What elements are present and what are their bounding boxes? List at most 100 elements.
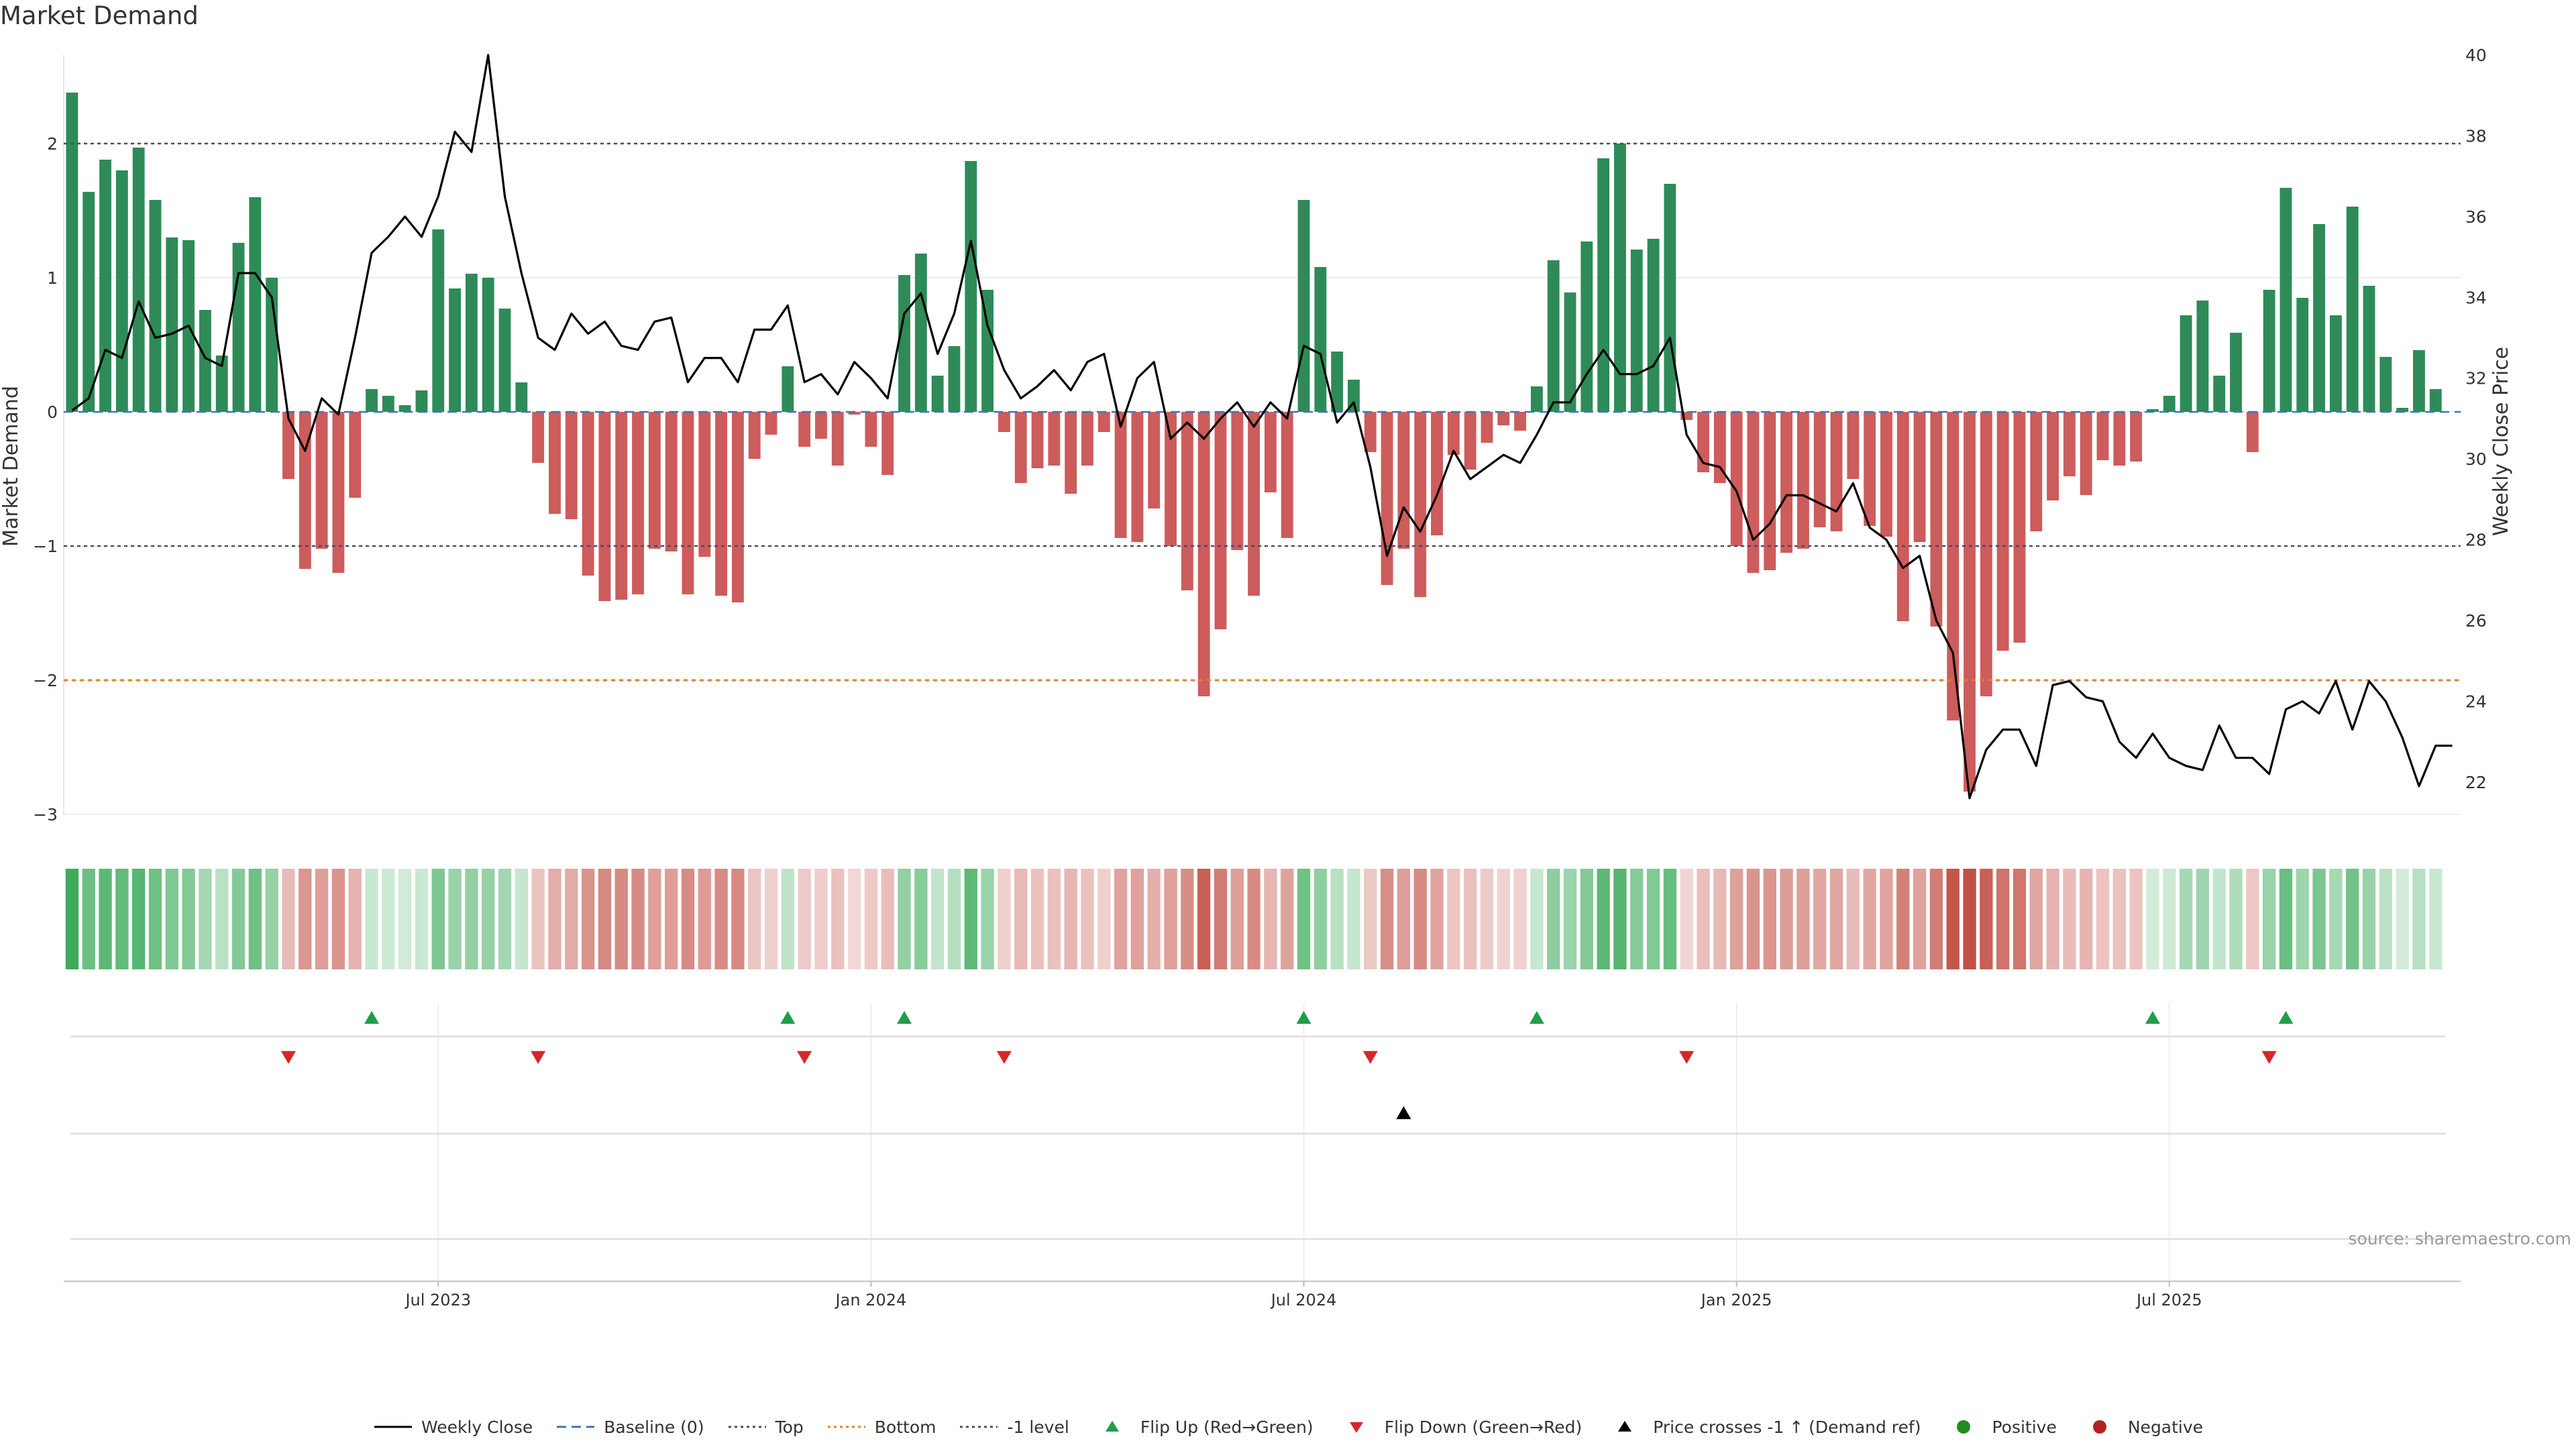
demand-bar xyxy=(1996,412,2009,651)
heat-cell xyxy=(2379,869,2393,969)
demand-bar xyxy=(998,412,1010,432)
demand-bar xyxy=(765,412,777,435)
y2-tick-label: 26 xyxy=(2465,611,2487,631)
heat-cell xyxy=(1646,869,1660,969)
heat-cell xyxy=(99,869,112,969)
heat-cell xyxy=(498,869,512,969)
weekly-close-line xyxy=(71,54,2453,800)
dot-neg-swatch xyxy=(2092,1420,2106,1434)
heat-cell xyxy=(2080,869,2093,969)
demand-bar xyxy=(1264,412,1277,492)
heat-cell xyxy=(2312,869,2326,969)
demand-bar xyxy=(1114,412,1127,538)
y2-tick-label: 36 xyxy=(2465,207,2487,227)
heat-cell xyxy=(1297,869,1311,969)
heat-cell xyxy=(964,869,977,969)
demand-bar xyxy=(1314,267,1327,412)
heat-cell xyxy=(565,869,578,969)
heat-cell xyxy=(215,869,229,969)
heat-cell xyxy=(2046,869,2059,969)
heat-cell xyxy=(1463,869,1477,969)
demand-bar xyxy=(2363,286,2375,412)
heat-cell xyxy=(1697,869,1710,969)
heat-cell xyxy=(1313,869,1328,969)
y-tick-label: −2 xyxy=(33,671,58,690)
heat-cell xyxy=(265,869,278,969)
heat-cell xyxy=(1880,869,1893,969)
tri-down-swatch xyxy=(1349,1422,1363,1433)
demand-bar xyxy=(382,396,394,412)
y2-tick-label: 22 xyxy=(2465,773,2487,792)
heat-cell xyxy=(2129,869,2143,969)
flip-down-marker xyxy=(996,1051,1012,1064)
heat-cell xyxy=(2229,869,2243,969)
demand-bar xyxy=(2063,412,2076,476)
demand-bar xyxy=(315,412,328,549)
demand-bar xyxy=(1131,412,1144,542)
flip-up-marker xyxy=(364,1011,380,1024)
heat-cell xyxy=(1114,869,1128,969)
demand-bar xyxy=(1031,412,1044,468)
demand-bar xyxy=(1614,144,1626,412)
signal-markers xyxy=(70,1011,2445,1240)
x-tick-label: Jul 2025 xyxy=(2135,1291,2202,1309)
heat-cell xyxy=(914,869,928,969)
demand-bar xyxy=(798,412,811,447)
demand-bar xyxy=(782,366,794,412)
demand-bar xyxy=(2379,357,2392,412)
heat-cell xyxy=(398,869,412,969)
heat-cell xyxy=(1963,869,1976,969)
heat-cell xyxy=(148,869,162,969)
dot-pos-swatch xyxy=(1957,1420,1971,1434)
y-tick-label: −3 xyxy=(33,805,58,824)
demand-bar xyxy=(249,197,262,412)
demand-bar xyxy=(665,412,678,551)
heat-cell xyxy=(2029,869,2043,969)
demand-bar xyxy=(232,243,245,412)
price-cross-marker xyxy=(1396,1106,1411,1120)
y-tick-label: −1 xyxy=(33,537,58,556)
legend-label: Positive xyxy=(1992,1417,2057,1437)
heat-cell xyxy=(1264,869,1277,969)
demand-bar xyxy=(1813,412,1826,527)
legend-label: Bottom xyxy=(874,1417,936,1437)
demand-bar xyxy=(2230,333,2242,412)
flip-down-marker xyxy=(280,1051,296,1064)
demand-bar xyxy=(2013,412,2026,643)
heat-cell xyxy=(2163,869,2176,969)
demand-bar xyxy=(299,412,311,569)
heat-cell xyxy=(781,869,795,969)
demand-bar xyxy=(1980,412,1992,696)
demand-bar xyxy=(1780,412,1793,553)
demand-heat-strip xyxy=(65,869,2443,969)
y-tick-label: 2 xyxy=(47,134,58,154)
demand-bar xyxy=(1165,412,1177,546)
demand-bar xyxy=(1097,412,1110,432)
heat-cell xyxy=(1147,869,1161,969)
flip-down-marker xyxy=(2261,1051,2277,1064)
source-credit: source: sharemaestro.com xyxy=(2349,1229,2572,1248)
line-dotted-top-swatch xyxy=(728,1426,766,1428)
demand-bar xyxy=(815,412,827,439)
demand-bar xyxy=(1081,412,1093,466)
heat-cell xyxy=(898,869,911,969)
demand-bar xyxy=(1730,412,1743,546)
demand-bar xyxy=(366,389,378,412)
demand-bar xyxy=(1913,412,1926,542)
demand-bar xyxy=(1181,412,1193,590)
heat-cell xyxy=(798,869,811,969)
heat-cell xyxy=(2412,869,2426,969)
demand-bar xyxy=(1930,412,1943,627)
heat-cell xyxy=(365,869,378,969)
heat-cell xyxy=(2146,869,2159,969)
heat-cell xyxy=(165,869,178,969)
demand-bar xyxy=(682,412,694,594)
demand-bar xyxy=(1381,412,1393,585)
demand-bar xyxy=(66,93,78,412)
demand-bar xyxy=(981,290,994,412)
y2-tick-label: 24 xyxy=(2465,692,2487,711)
demand-bar xyxy=(2030,412,2043,531)
heat-cell xyxy=(2063,869,2076,969)
heat-cell xyxy=(1181,869,1194,969)
demand-bar xyxy=(2113,412,2126,466)
